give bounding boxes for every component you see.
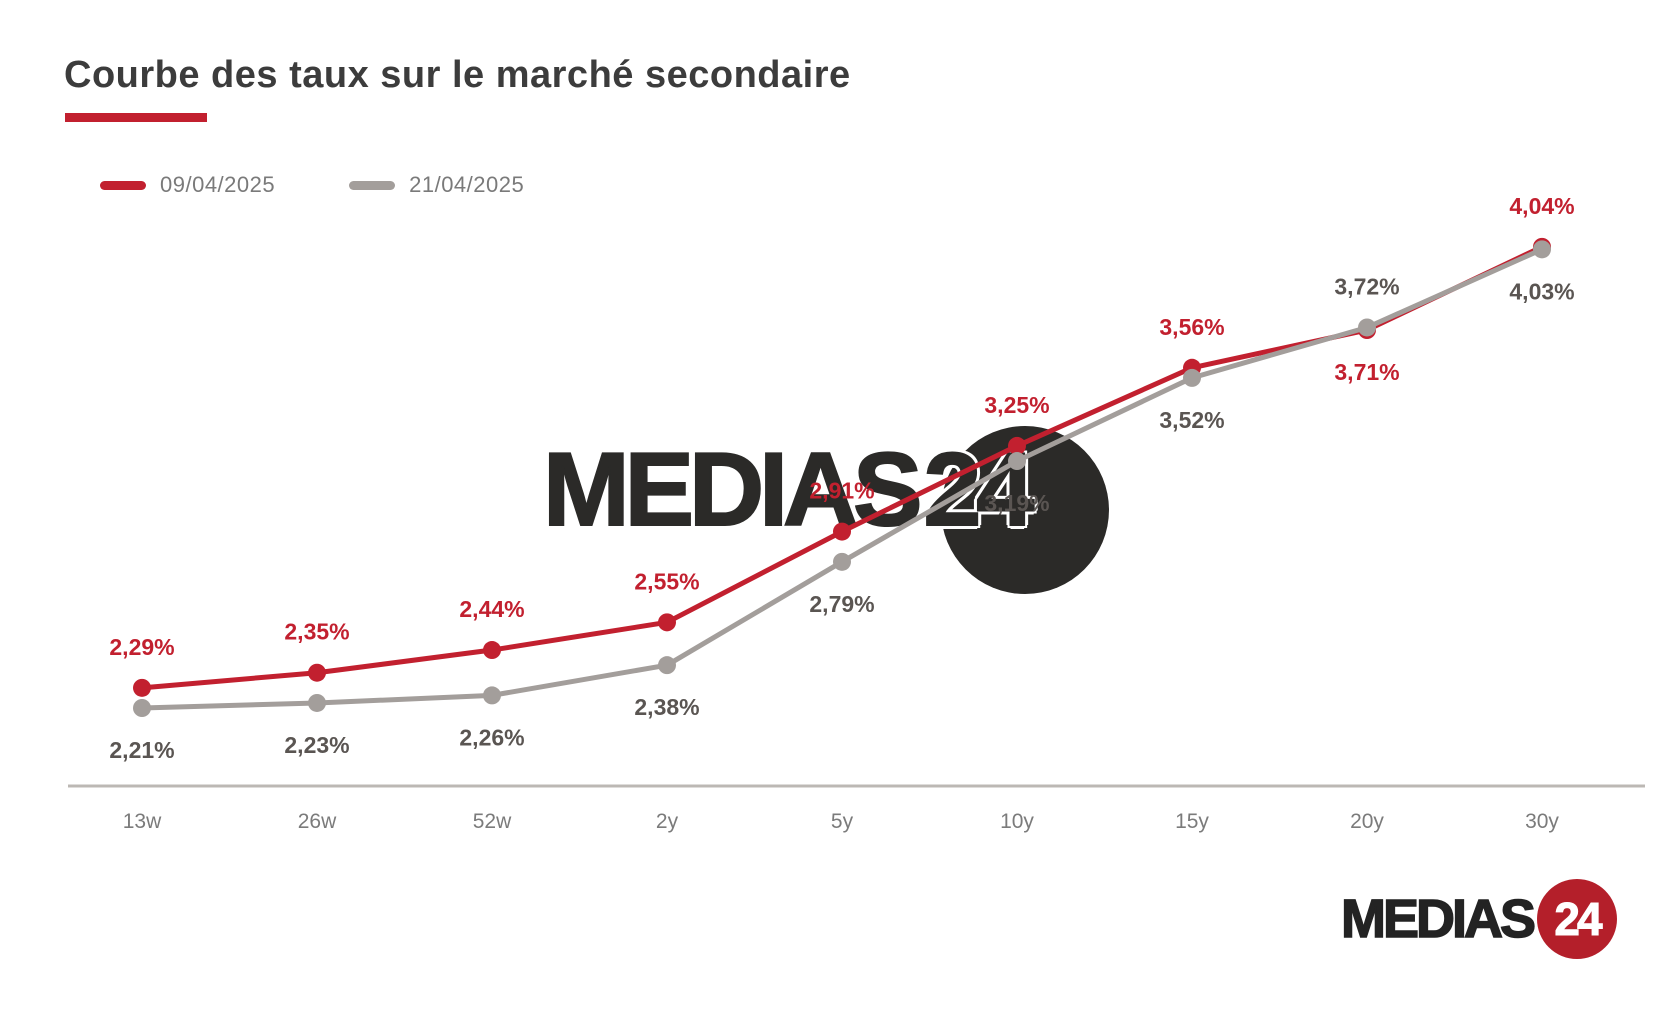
legend-label-date1: 09/04/2025 <box>160 172 276 197</box>
value-label: 3,72% <box>1334 273 1399 299</box>
data-point <box>1008 452 1026 471</box>
x-tick-label: 52w <box>473 810 512 833</box>
series-line-0 <box>139 244 1545 691</box>
data-point <box>1358 318 1376 337</box>
value-label: 2,55% <box>634 568 699 594</box>
value-label: 3,56% <box>1159 314 1224 340</box>
value-label: 3,19% <box>984 490 1049 516</box>
value-label: 2,38% <box>634 694 699 720</box>
value-label: 3,52% <box>1159 407 1224 433</box>
legend-item-date1: 09/04/2025 <box>100 172 275 198</box>
legend-swatch-gray <box>349 180 396 190</box>
value-label: 3,71% <box>1334 359 1399 385</box>
chart-legend: 09/04/2025 21/04/2025 <box>100 172 524 198</box>
x-tick-label: 30y <box>1525 810 1559 833</box>
data-point <box>1008 436 1026 455</box>
title-underline <box>65 113 207 122</box>
data-point <box>833 522 851 541</box>
x-tick-label: 2y <box>656 810 679 833</box>
x-tick-label: 26w <box>298 810 337 833</box>
data-point <box>133 699 151 717</box>
x-tick-label: 15y <box>1175 810 1209 833</box>
value-label: 2,21% <box>109 737 174 763</box>
value-label: 2,26% <box>459 724 524 750</box>
data-point <box>658 656 676 675</box>
logo-text: MEDIAS <box>1340 889 1537 949</box>
value-label: 2,91% <box>809 478 874 504</box>
x-tick-label: 10y <box>1000 810 1034 833</box>
medias24-logo: MEDIAS 24 <box>1340 879 1617 959</box>
logo-number: 24 <box>1554 893 1603 945</box>
value-label: 2,29% <box>109 634 174 660</box>
legend-label-date2: 21/04/2025 <box>409 172 525 197</box>
value-label: 4,04% <box>1509 193 1574 219</box>
value-label: 4,03% <box>1509 278 1574 304</box>
value-label: 2,23% <box>284 732 349 758</box>
data-point <box>833 552 851 571</box>
data-point <box>133 678 151 697</box>
data-point <box>308 693 326 712</box>
value-label: 3,25% <box>984 392 1049 418</box>
data-point <box>658 613 676 632</box>
value-label: 2,79% <box>809 591 874 617</box>
data-point <box>308 663 326 682</box>
page-title: Courbe des taux sur le marché secondaire <box>64 54 851 96</box>
data-point <box>483 686 501 705</box>
legend-item-date2: 21/04/2025 <box>349 172 524 198</box>
data-point <box>1183 368 1201 387</box>
x-tick-label: 13w <box>123 810 162 833</box>
logo-disc: 24 <box>1537 879 1617 959</box>
data-point <box>1533 240 1551 259</box>
value-label: 2,44% <box>459 596 524 622</box>
data-point <box>483 641 501 660</box>
x-tick-label: 5y <box>831 810 854 833</box>
legend-swatch-red <box>100 180 146 190</box>
value-label: 2,35% <box>284 619 349 645</box>
x-tick-label: 20y <box>1350 810 1384 833</box>
